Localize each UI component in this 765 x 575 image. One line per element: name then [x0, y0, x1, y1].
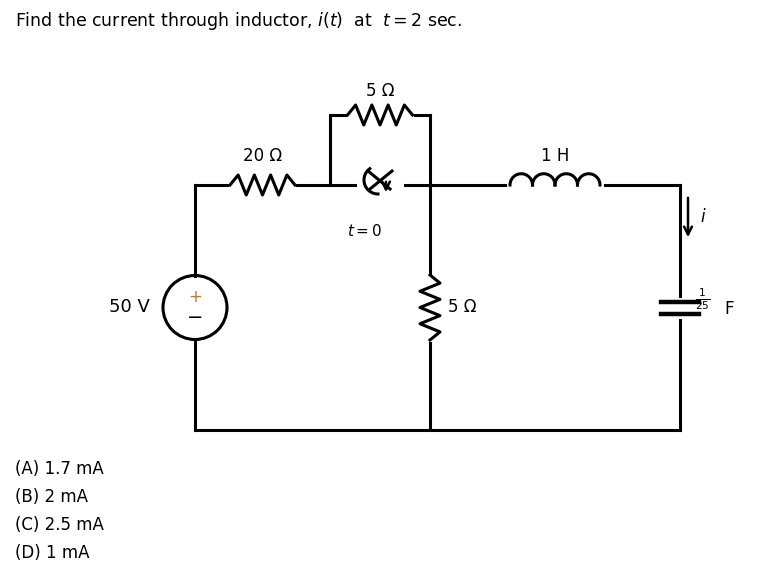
- Text: 5 Ω: 5 Ω: [366, 82, 394, 100]
- Text: 1 H: 1 H: [541, 147, 569, 165]
- Text: $\frac{1}{25}$: $\frac{1}{25}$: [695, 287, 711, 312]
- Text: (A) 1.7 mA: (A) 1.7 mA: [15, 460, 104, 478]
- Text: (D) 1 mA: (D) 1 mA: [15, 544, 90, 562]
- Text: −: −: [187, 308, 203, 327]
- Text: 5 Ω: 5 Ω: [448, 298, 477, 316]
- Text: +: +: [188, 289, 202, 306]
- Text: $t = 0$: $t = 0$: [347, 223, 382, 239]
- Text: (B) 2 mA: (B) 2 mA: [15, 488, 88, 506]
- Text: Find the current through inductor, $i(t)$  at  $t = 2$ sec.: Find the current through inductor, $i(t)…: [15, 10, 462, 32]
- Text: 20 Ω: 20 Ω: [243, 147, 282, 165]
- Text: 50 V: 50 V: [109, 298, 150, 316]
- Text: (C) 2.5 mA: (C) 2.5 mA: [15, 516, 104, 534]
- Text: $i$: $i$: [700, 209, 707, 227]
- Text: F: F: [724, 301, 734, 319]
